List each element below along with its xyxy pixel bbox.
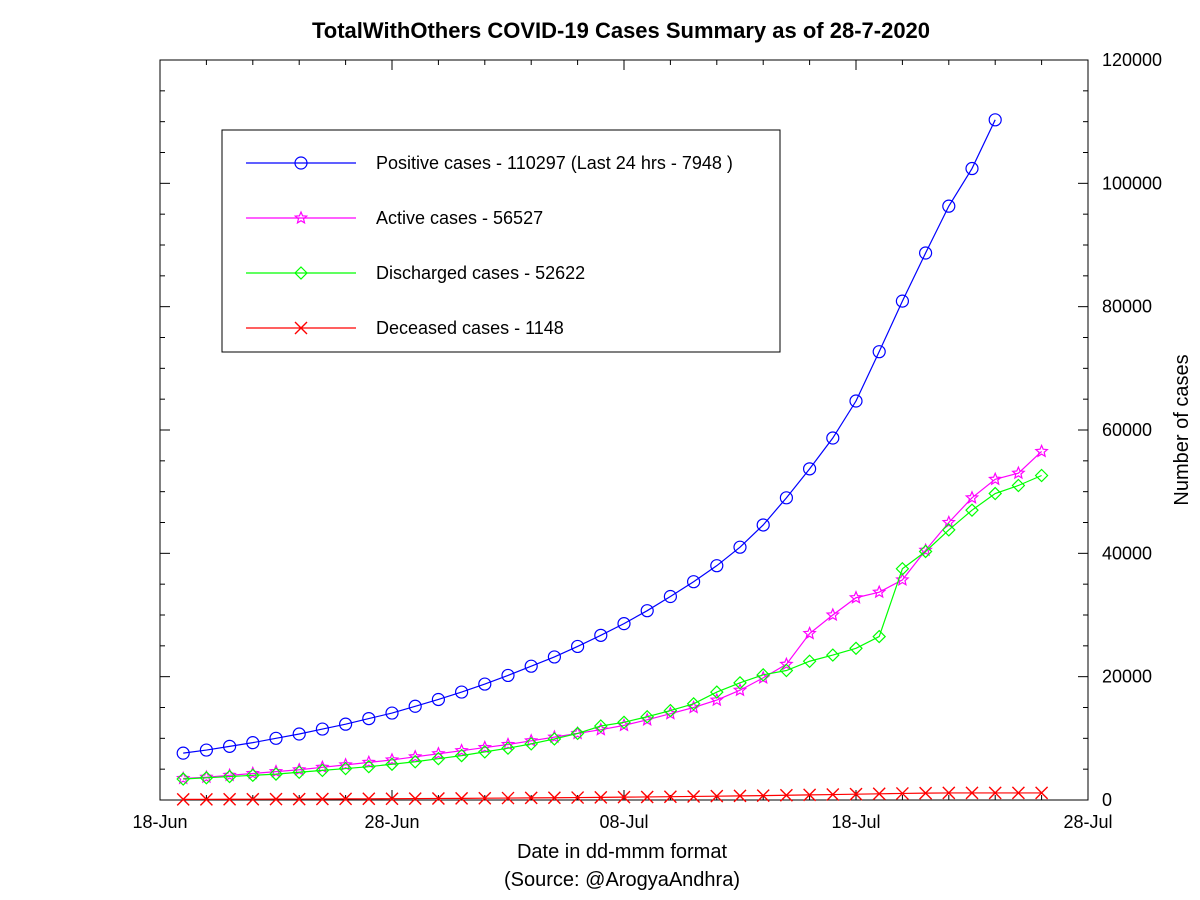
series-deceased [177,787,1047,805]
series-discharged [177,469,1047,785]
source-label: (Source: @ArogyaAndhra) [504,869,740,891]
y-tick-label: 80000 [1102,297,1152,317]
x-tick-label: 18-Jun [132,812,187,832]
y-tick-label: 100000 [1102,173,1162,193]
x-tick-label: 28-Jul [1063,812,1112,832]
y-axis-label: Number of cases [1171,354,1193,505]
y-tick-label: 20000 [1102,667,1152,687]
chart-container: TotalWithOthers COVID-19 Cases Summary a… [0,0,1200,900]
x-tick-label: 18-Jul [831,812,880,832]
y-tick-label: 60000 [1102,420,1152,440]
x-tick-label: 08-Jul [599,812,648,832]
x-tick-label: 28-Jun [364,812,419,832]
chart-title: TotalWithOthers COVID-19 Cases Summary a… [312,18,930,43]
legend-label-positive: Positive cases - 110297 (Last 24 hrs - 7… [376,153,733,173]
legend-label-active: Active cases - 56527 [376,208,543,228]
y-tick-label: 120000 [1102,50,1162,70]
legend: Positive cases - 110297 (Last 24 hrs - 7… [222,130,780,352]
legend-label-discharged: Discharged cases - 52622 [376,263,585,283]
legend-label-deceased: Deceased cases - 1148 [376,318,564,338]
chart-svg: TotalWithOthers COVID-19 Cases Summary a… [0,0,1200,900]
y-tick-label: 0 [1102,790,1112,810]
x-axis-label: Date in dd-mmm format [517,841,727,863]
y-tick-label: 40000 [1102,543,1152,563]
